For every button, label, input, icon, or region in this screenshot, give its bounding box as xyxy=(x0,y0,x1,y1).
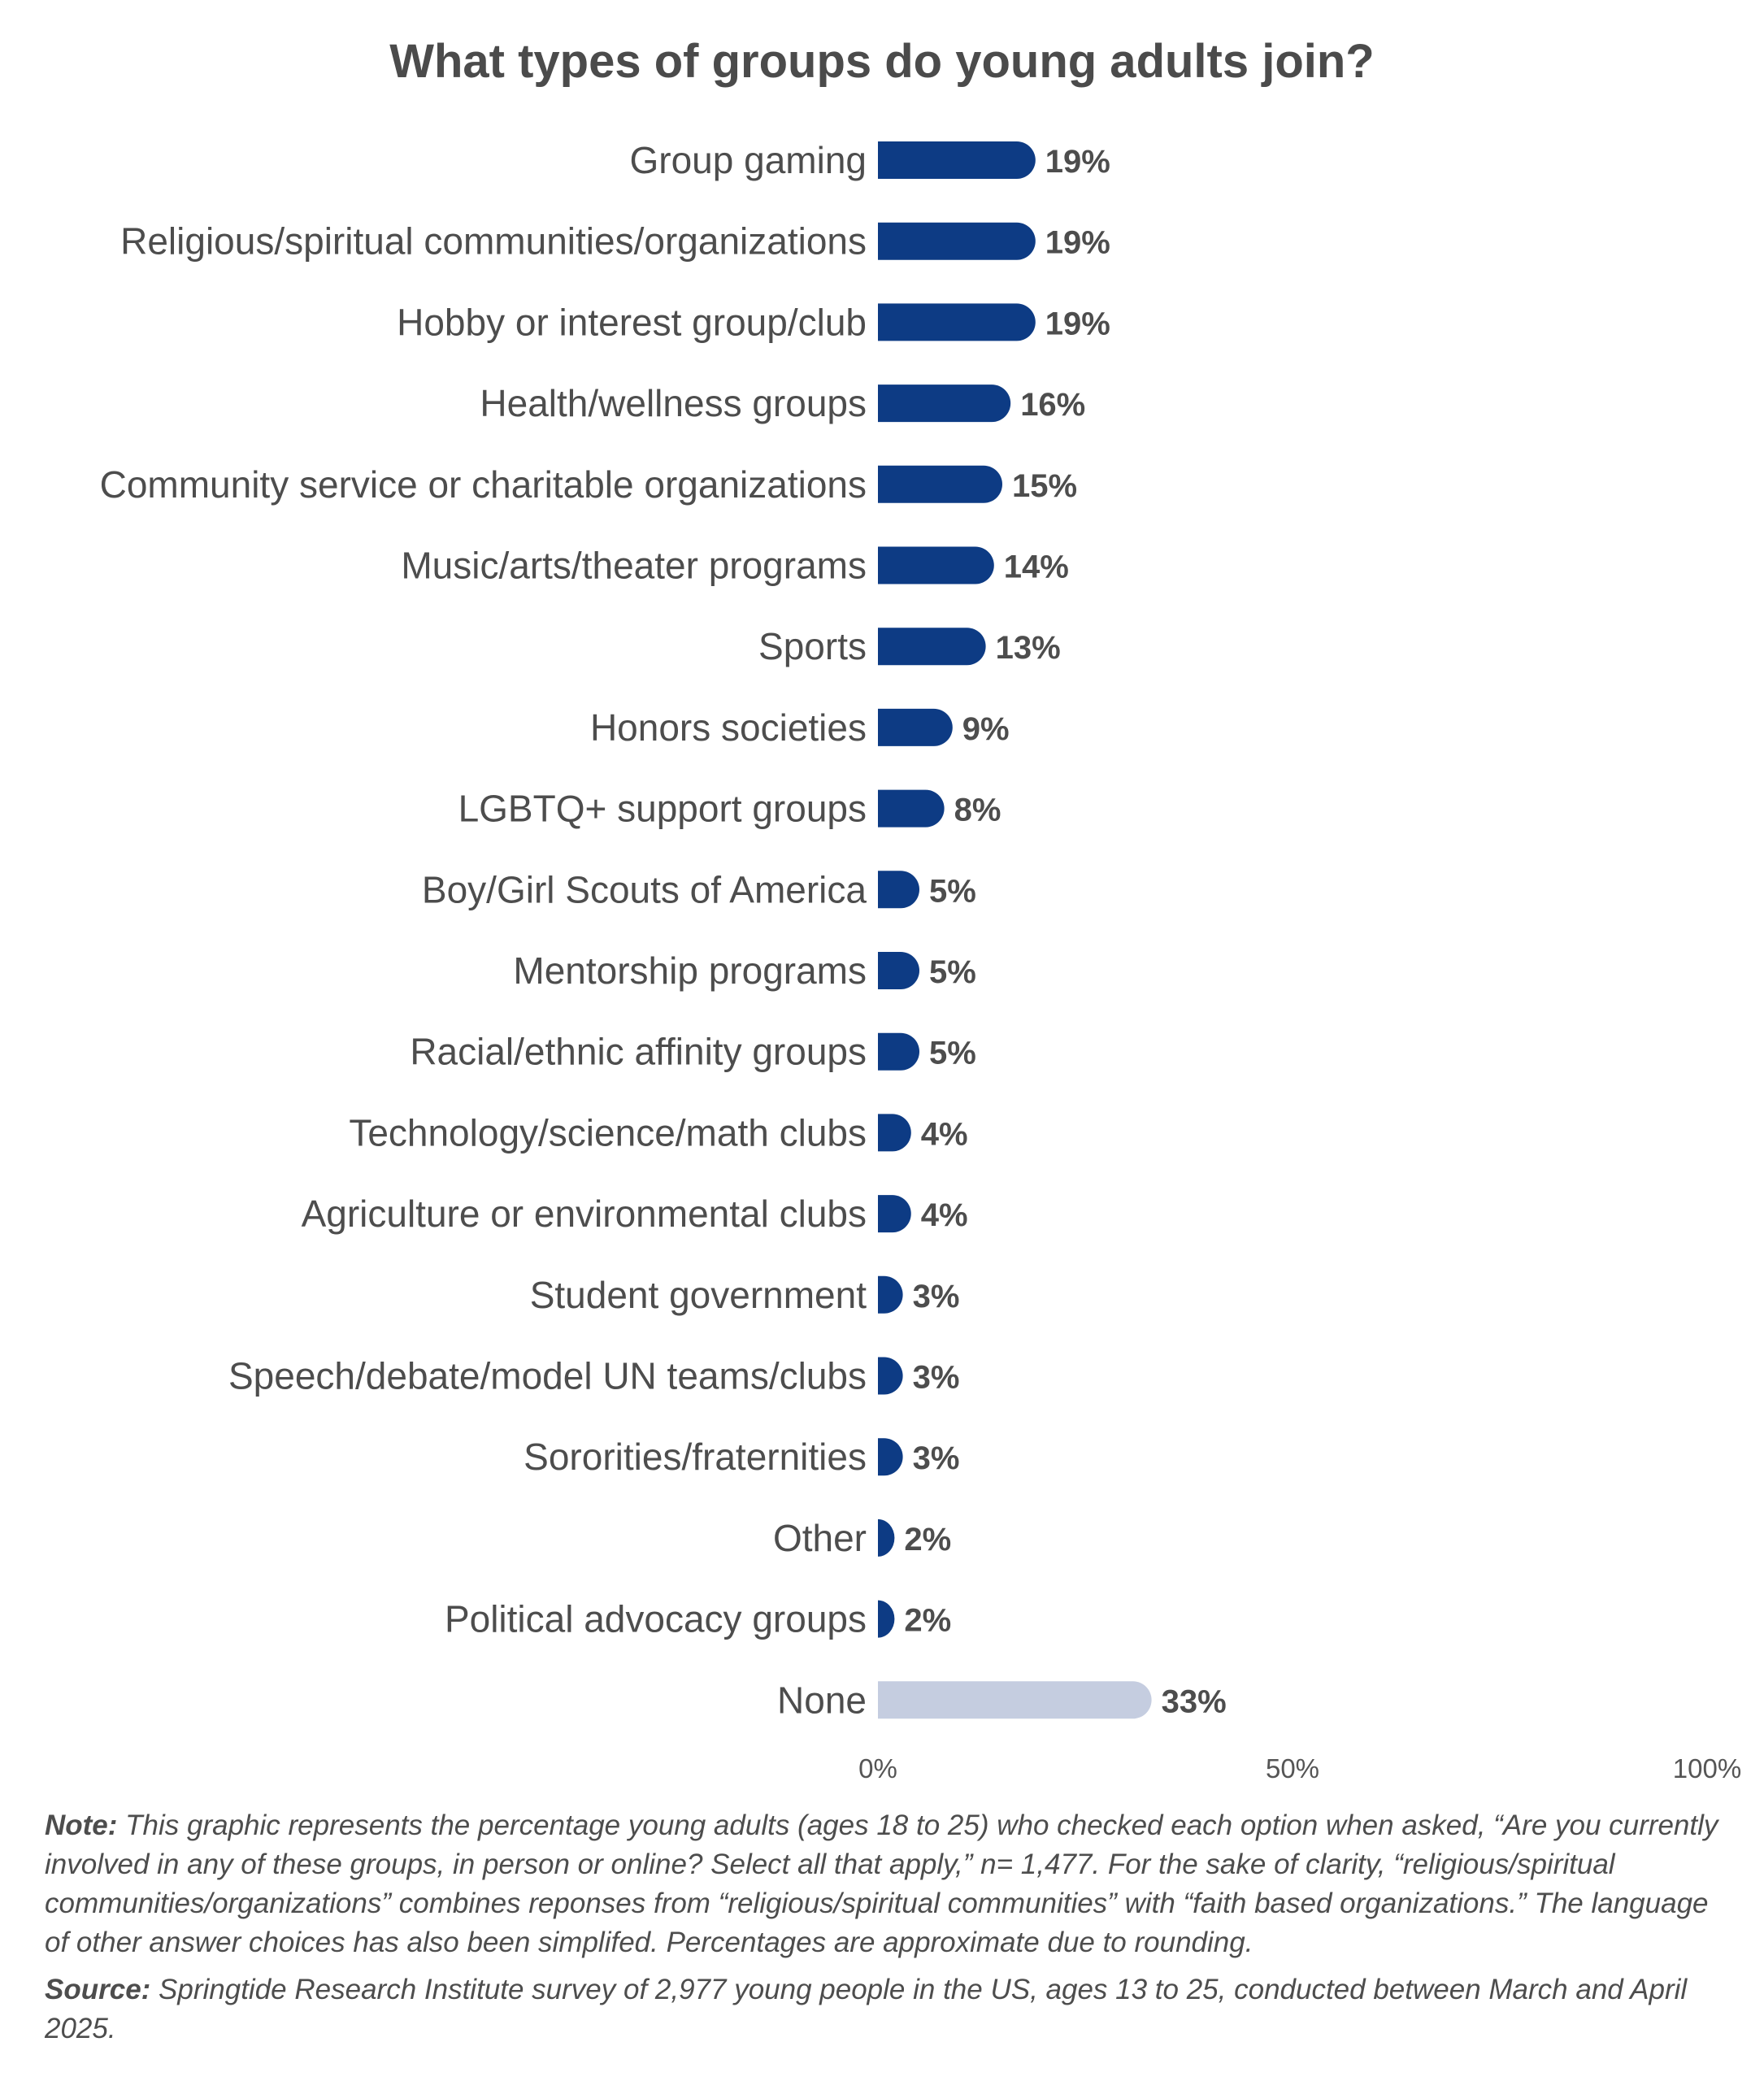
source-label: Source: xyxy=(45,1974,151,2005)
x-tick-label: 50% xyxy=(1266,1753,1319,1783)
bar xyxy=(878,789,945,828)
value-label: 9% xyxy=(962,711,1010,747)
bar xyxy=(878,546,994,584)
bar xyxy=(878,1438,903,1476)
chart-title: What types of groups do young adults joi… xyxy=(389,35,1375,88)
value-label: 16% xyxy=(1020,387,1085,423)
source-paragraph: Source: Springtide Research Institute su… xyxy=(45,1970,1719,2048)
category-label: Speech/debate/model UN teams/clubs xyxy=(228,1355,867,1397)
bar-chart: Group gaming 19% Religious/spiritual commu… xyxy=(100,139,1742,1783)
value-label: 5% xyxy=(929,1036,976,1071)
bar xyxy=(878,1600,895,1638)
value-label: 14% xyxy=(1004,550,1069,585)
bar xyxy=(878,1518,895,1557)
note-paragraph: Note: This graphic represents the percen… xyxy=(45,1806,1719,1962)
category-label: Other xyxy=(773,1517,867,1559)
bar xyxy=(878,384,1011,423)
bar xyxy=(878,628,986,666)
category-label: Sports xyxy=(758,625,867,667)
value-label: 19% xyxy=(1045,144,1110,180)
category-label: None xyxy=(777,1679,867,1721)
category-label: Political advocacy groups xyxy=(445,1598,867,1640)
bar xyxy=(878,1032,919,1071)
bar xyxy=(878,1357,903,1395)
category-label: Hobby or interest group/club xyxy=(397,301,867,343)
notes-section: Note: This graphic represents the percen… xyxy=(45,1806,1719,2057)
category-label: Technology/science/math clubs xyxy=(349,1111,867,1153)
bar xyxy=(878,1195,911,1233)
category-label: Music/arts/theater programs xyxy=(401,545,867,587)
source-text: Springtide Research Institute survey of … xyxy=(45,1974,1688,2044)
bar xyxy=(878,1681,1152,1719)
bar xyxy=(878,1275,903,1314)
value-label: 15% xyxy=(1012,468,1077,504)
category-label: Health/wellness groups xyxy=(480,382,867,424)
category-label: Racial/ethnic affinity groups xyxy=(410,1031,867,1073)
category-label: Student government xyxy=(530,1274,867,1316)
value-label: 3% xyxy=(913,1279,960,1314)
category-label: Boy/Girl Scouts of America xyxy=(422,868,867,910)
value-label: 4% xyxy=(921,1116,968,1152)
x-tick-label: 100% xyxy=(1673,1753,1741,1783)
value-label: 3% xyxy=(913,1440,960,1476)
bar xyxy=(878,952,919,989)
bar xyxy=(878,465,1002,503)
category-label: LGBTQ+ support groups xyxy=(458,788,867,830)
bar xyxy=(878,708,953,746)
value-label: 19% xyxy=(1045,306,1110,341)
note-text: This graphic represents the percentage y… xyxy=(45,1809,1718,1958)
value-label: 13% xyxy=(996,630,1061,666)
value-label: 8% xyxy=(954,793,1001,828)
category-label: Agriculture or environmental clubs xyxy=(302,1193,867,1235)
category-label: Honors societies xyxy=(590,706,867,749)
bar xyxy=(878,871,919,909)
category-label: Mentorship programs xyxy=(513,949,867,992)
bar xyxy=(878,1114,911,1152)
value-label: 2% xyxy=(904,1603,951,1639)
value-label: 4% xyxy=(921,1197,968,1233)
bar xyxy=(878,141,1036,179)
category-label: Group gaming xyxy=(630,139,867,181)
x-tick-label: 0% xyxy=(858,1753,897,1783)
note-label: Note: xyxy=(45,1809,118,1841)
bar xyxy=(878,222,1036,260)
value-label: 5% xyxy=(929,873,976,909)
value-label: 2% xyxy=(904,1522,951,1557)
category-label: Community service or charitable organiza… xyxy=(100,463,867,506)
value-label: 33% xyxy=(1162,1683,1227,1719)
value-label: 19% xyxy=(1045,225,1110,261)
value-label: 5% xyxy=(929,954,976,990)
category-label: Religious/spiritual communities/organiza… xyxy=(120,220,867,263)
bar xyxy=(878,303,1036,341)
category-label: Sororities/fraternities xyxy=(524,1436,867,1478)
value-label: 3% xyxy=(913,1360,960,1396)
